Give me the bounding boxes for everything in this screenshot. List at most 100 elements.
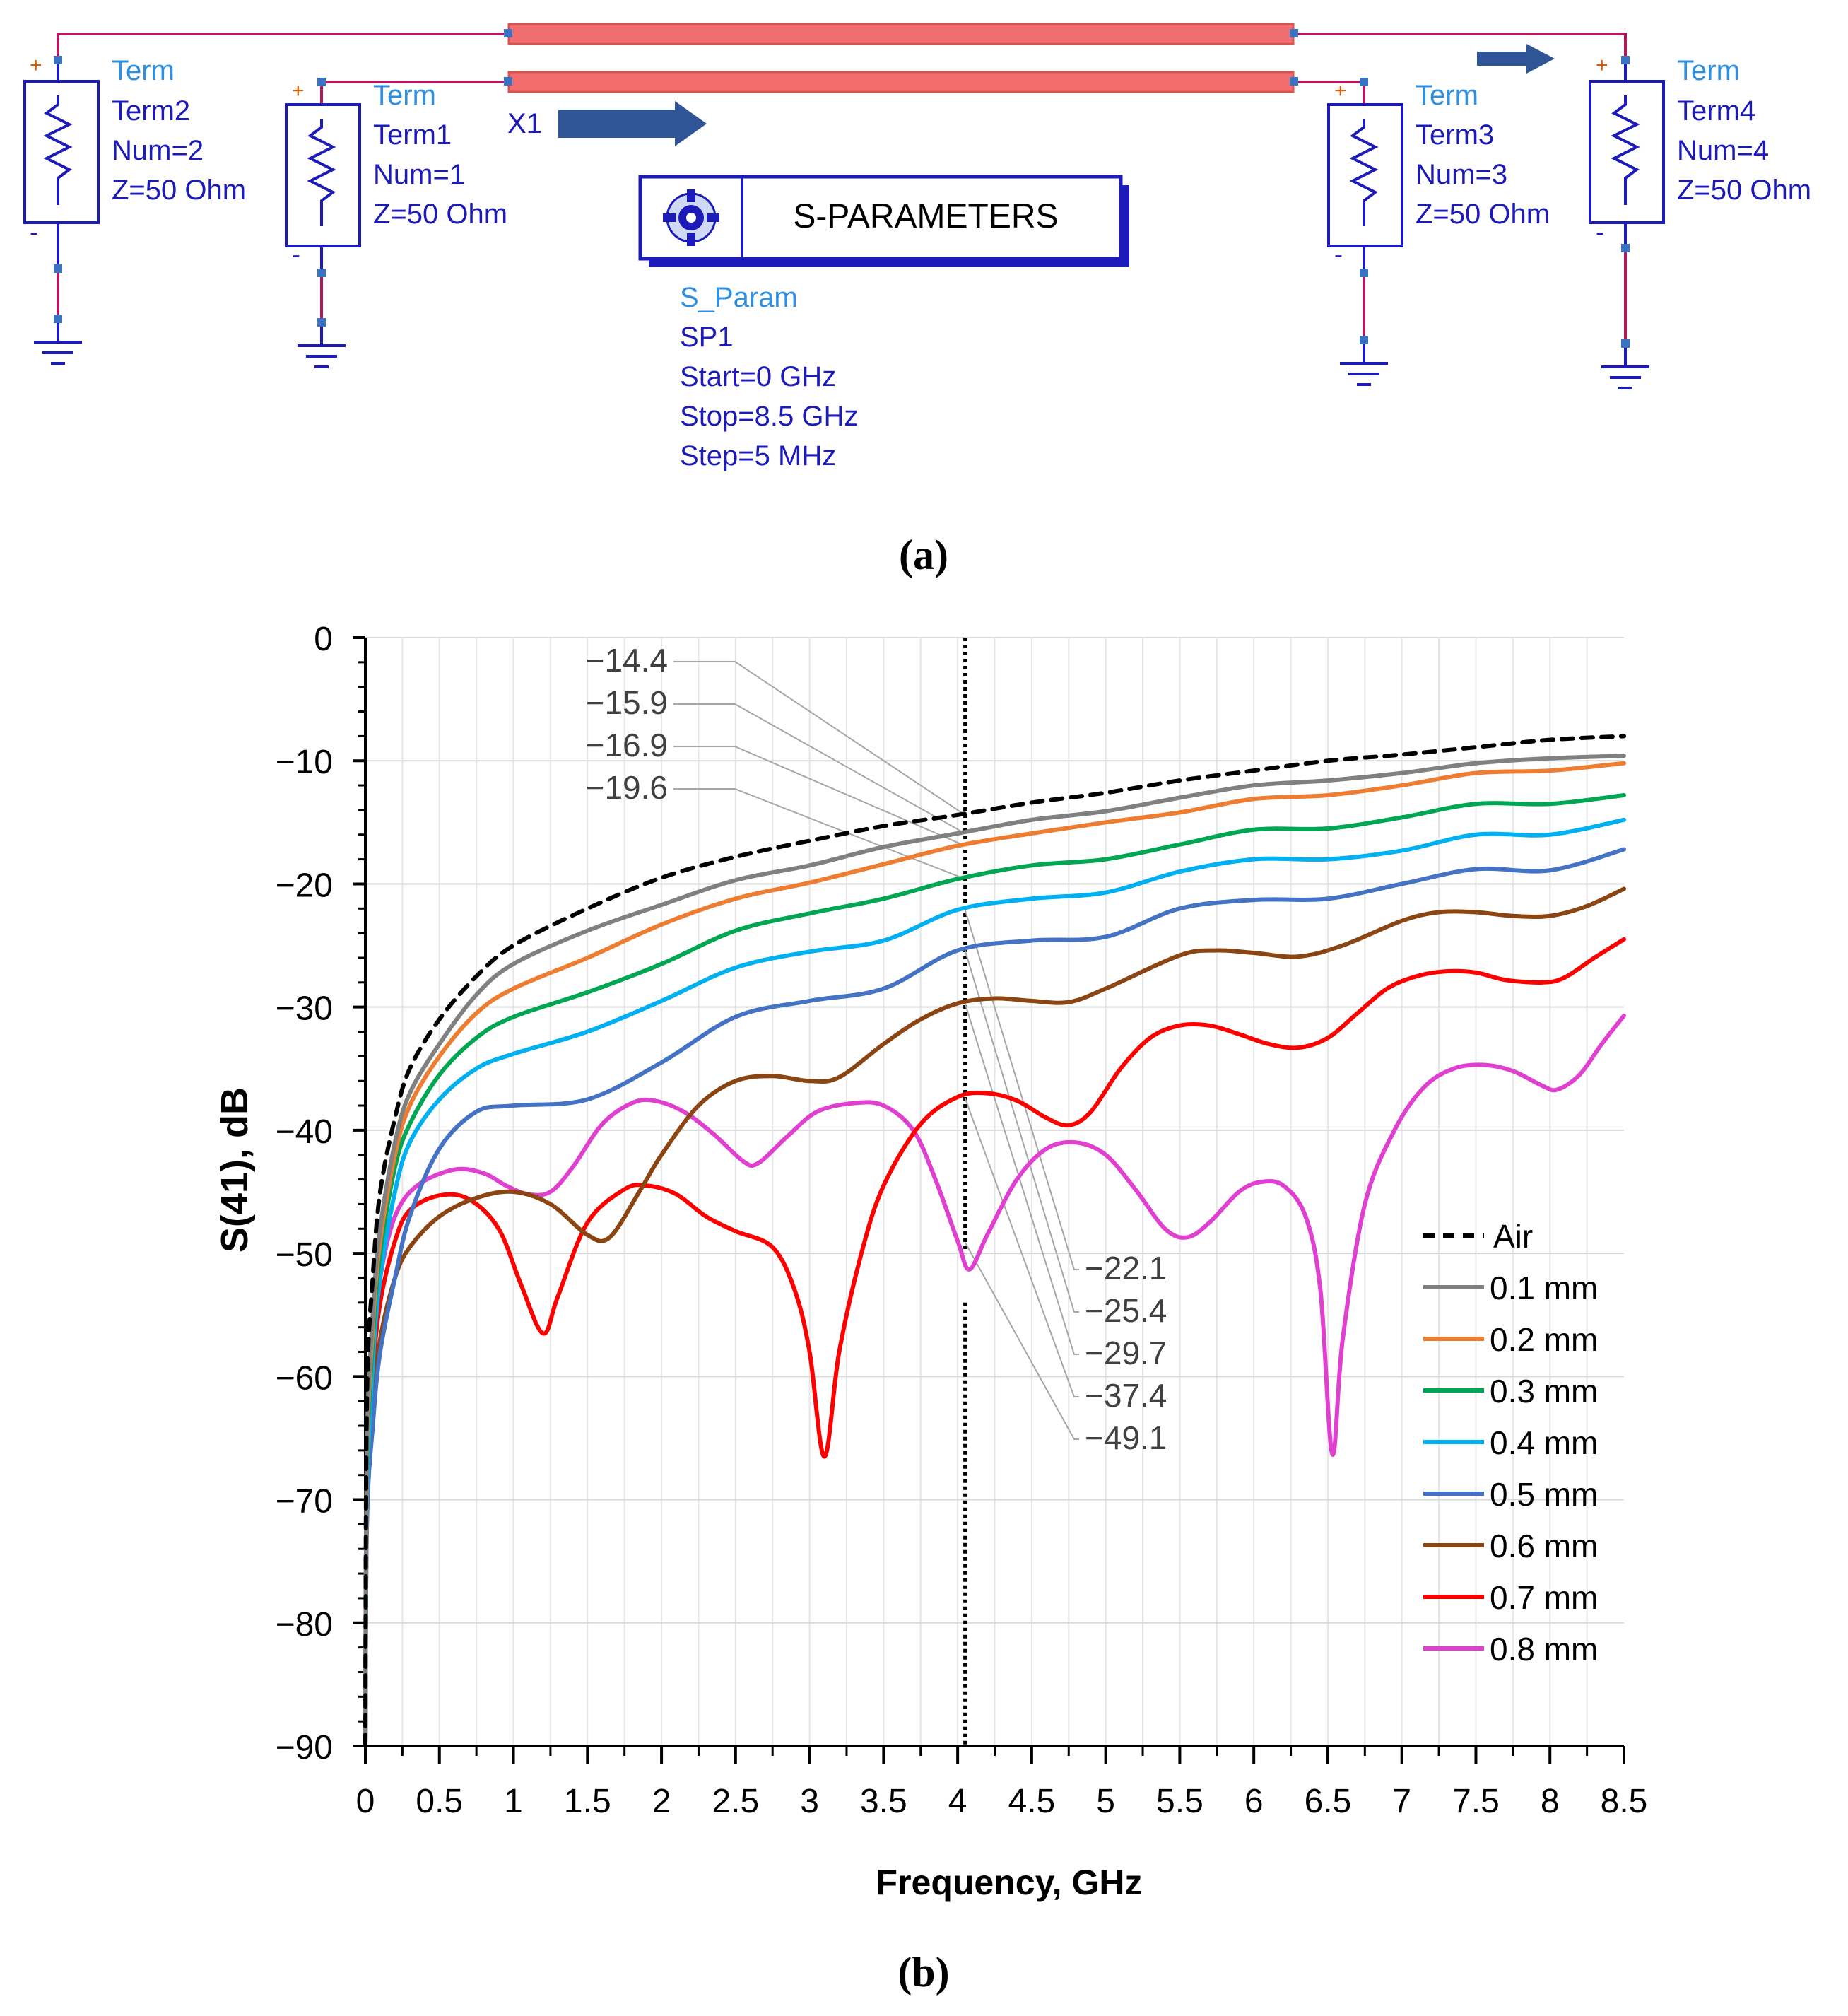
transmission-line-upper — [507, 23, 1295, 45]
x-tick-label: 1.5 — [564, 1783, 611, 1820]
term-z: Z=50 Ohm — [1416, 199, 1550, 230]
wire-top — [57, 33, 509, 62]
x-tick-label: 2.5 — [712, 1783, 759, 1820]
resistor-icon — [43, 95, 73, 205]
sparam-stop: Stop=8.5 GHz — [680, 401, 858, 432]
term-type: Term — [1416, 80, 1478, 111]
callout-label: −37.4 — [1085, 1377, 1167, 1414]
sparam-block: S-PARAMETERS S_Param SP1 Start=0 GHz Sto… — [638, 175, 1129, 471]
legend-label: 0.8 mm — [1490, 1631, 1598, 1668]
caption-b: (b) — [897, 1949, 949, 1996]
callout-label: −49.1 — [1085, 1419, 1167, 1456]
term-name: Term3 — [1416, 119, 1494, 151]
callout-leader — [673, 661, 966, 816]
y-tick-label: −30 — [276, 990, 333, 1028]
ground-icon — [34, 323, 82, 365]
svg-text:-: - — [1334, 240, 1343, 269]
x-tick-label: 4.5 — [1008, 1783, 1056, 1820]
arrow-icon — [558, 101, 707, 146]
sparam-title: S-PARAMETERS — [793, 198, 1058, 235]
x-tick-label: 2 — [652, 1783, 671, 1820]
series-line-0-5-mm — [363, 847, 1626, 1748]
legend-label: 0.4 mm — [1490, 1424, 1598, 1461]
term-type: Term — [373, 80, 436, 111]
legend-label: Air — [1493, 1218, 1533, 1255]
arrow-icon — [1477, 44, 1555, 74]
sparam-name: SP1 — [680, 322, 734, 353]
ground-icon — [298, 327, 346, 368]
series-line-0-6-mm — [363, 886, 1626, 1748]
x-tick-label: 6 — [1244, 1783, 1264, 1820]
legend: Air 0.1 mm 0.2 mm 0.3 mm 0.4 mm 0.5 mm 0.6 mm 0… — [1423, 1218, 1598, 1668]
node — [504, 29, 512, 37]
series-line-air — [363, 734, 1626, 1748]
x-tick-label: 0.5 — [416, 1783, 463, 1820]
svg-text:-: - — [1596, 217, 1604, 246]
legend-label: 0.3 mm — [1490, 1373, 1598, 1410]
series-line-0-8-mm — [363, 1013, 1626, 1748]
callout-leader — [673, 788, 965, 880]
resistor-icon — [1349, 119, 1379, 226]
x-tick-label: 5.5 — [1156, 1783, 1203, 1820]
term-name: Term1 — [373, 119, 452, 151]
term-3: + - Term Term3 Num=3 Z=50 Ohm — [1327, 78, 1550, 386]
y-tick-label: −80 — [276, 1606, 333, 1643]
y-tick-label: −20 — [276, 867, 333, 904]
x-tick-label: 5 — [1096, 1783, 1115, 1820]
term-num: Num=4 — [1677, 135, 1769, 166]
x-tick-label: 3.5 — [860, 1783, 907, 1820]
callout-label: −14.4 — [586, 642, 668, 679]
transmission-line-lower — [507, 71, 1295, 93]
schematic: X1 + - Term Term2 Num=2 Z=50 Oh — [23, 23, 1811, 471]
x-tick-label: 7.5 — [1452, 1783, 1500, 1820]
callout-label: −19.6 — [586, 769, 668, 806]
series-line-0-4-mm — [363, 817, 1626, 1748]
series-group — [363, 734, 1626, 1748]
term-type: Term — [112, 55, 175, 86]
callout-leader — [673, 746, 965, 847]
term-z: Z=50 Ohm — [373, 199, 507, 230]
svg-text:+: + — [1334, 79, 1347, 102]
y-tick-label: −40 — [276, 1113, 333, 1151]
term-num: Num=3 — [1416, 159, 1507, 190]
svg-text:-: - — [30, 217, 38, 246]
x-tick-label: 3 — [800, 1783, 819, 1820]
y-tick-label: 0 — [314, 621, 333, 658]
ground-icon — [1601, 348, 1649, 389]
legend-label: 0.2 mm — [1490, 1321, 1598, 1358]
term-z: Z=50 Ohm — [1677, 175, 1811, 206]
term-num: Num=1 — [373, 159, 465, 190]
callout-leader — [964, 1241, 1079, 1440]
gear-icon — [663, 189, 719, 246]
callout-leader — [964, 1098, 1079, 1397]
node — [504, 77, 512, 86]
resistor-icon — [1611, 95, 1640, 205]
x-tick-label: 1 — [504, 1783, 523, 1820]
x-tick-label: 7 — [1392, 1783, 1411, 1820]
legend-label: 0.5 mm — [1490, 1476, 1598, 1513]
term-type: Term — [1677, 55, 1740, 86]
sparam-step: Step=5 MHz — [680, 440, 836, 471]
svg-text:+: + — [30, 54, 42, 77]
callout-label: −25.4 — [1085, 1292, 1167, 1329]
term-num: Num=2 — [112, 135, 204, 166]
sparam-start: Start=0 GHz — [680, 361, 836, 392]
x1-label: X1 — [507, 108, 542, 139]
callout-label: −22.1 — [1085, 1250, 1167, 1287]
caption-a: (a) — [899, 532, 948, 578]
svg-text:+: + — [292, 79, 305, 102]
y-tick-label: −50 — [276, 1236, 333, 1274]
chart: 0 −10 −20 −30 −40 −50 −60 −70 −80 −90 0 0.5 1 1.5 2 2.5… — [213, 621, 1647, 1902]
term-1: + - Term Term1 Num=1 Z=50 Ohm — [285, 78, 507, 368]
node — [1290, 29, 1298, 37]
callout-leader — [964, 909, 1079, 1270]
y-axis-label: S(41), dB — [213, 1087, 256, 1253]
grid — [365, 637, 1624, 1746]
term-2: + - Term Term2 Num=2 Z=50 Ohm — [23, 54, 246, 365]
y-tick-label: −70 — [276, 1483, 333, 1520]
callout-label: −29.7 — [1085, 1335, 1167, 1371]
callout-leader — [673, 703, 966, 834]
term-name: Term4 — [1677, 95, 1755, 127]
callout-leader — [964, 1003, 1079, 1355]
